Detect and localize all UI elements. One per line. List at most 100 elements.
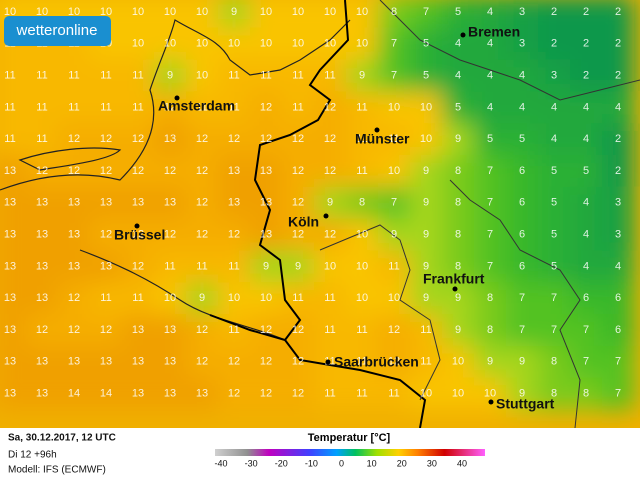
temperature-cell — [378, 314, 410, 346]
temperature-value: 9 — [295, 260, 301, 272]
temperature-cell — [58, 155, 90, 187]
temperature-value: 10 — [420, 388, 432, 400]
temperature-value: 13 — [164, 356, 176, 368]
temperature-value: 12 — [196, 356, 208, 368]
temperature-value: 11 — [260, 70, 271, 82]
temperature-value: 11 — [4, 101, 15, 113]
temperature-value: 13 — [260, 229, 272, 241]
temperature-cell — [26, 91, 58, 124]
temperature-cell — [602, 27, 634, 60]
temperature-cell — [346, 377, 378, 410]
temperature-cell — [538, 155, 570, 187]
coastlines — [0, 19, 351, 341]
temperature-cell — [570, 218, 602, 251]
temperature-cell — [122, 27, 154, 60]
temperature-cell — [378, 123, 410, 156]
temperature-value: 10 — [292, 6, 304, 18]
temperature-value: 8 — [359, 197, 365, 209]
temperature-cell — [570, 59, 602, 92]
temperature-value: 10 — [196, 70, 208, 82]
temperature-cell — [506, 0, 538, 28]
legend-tick-label: -20 — [275, 458, 288, 468]
city-label: Saarbrücken — [334, 354, 419, 370]
temperature-cell — [314, 0, 346, 28]
temperature-value: 12 — [388, 356, 400, 368]
temperature-cell — [26, 218, 58, 251]
temperature-value: 10 — [164, 292, 176, 304]
temperature-cell — [26, 155, 58, 187]
temperature-cell — [282, 282, 314, 315]
temperature-value: 11 — [4, 133, 15, 145]
temperature-cell — [538, 186, 570, 219]
footer-run: Di 12 +96h — [8, 450, 57, 461]
temperature-cell — [250, 27, 282, 60]
temperature-value: 5 — [455, 101, 461, 113]
temperature-cell — [346, 0, 378, 28]
temperature-cell — [58, 377, 90, 410]
temperature-cell — [602, 0, 634, 28]
logo-box — [4, 16, 111, 46]
temperature-cell — [442, 155, 474, 187]
city-dot — [134, 223, 140, 229]
temperature-value: 2 — [551, 38, 557, 50]
temperature-value: 10 — [356, 38, 368, 50]
temperature-value: 4 — [615, 260, 621, 272]
temperature-value: 10 — [132, 6, 144, 18]
temperature-value: 13 — [196, 388, 208, 400]
temperature-cell — [538, 123, 570, 156]
temperature-cell — [186, 314, 218, 346]
temperature-cell — [442, 345, 474, 378]
temperature-value: 3 — [615, 229, 621, 241]
temperature-value: 12 — [100, 324, 112, 336]
temperature-value: 11 — [420, 324, 431, 336]
temperature-cell — [90, 282, 122, 315]
temperature-value: 11 — [324, 324, 335, 336]
temperature-value: 13 — [4, 324, 16, 336]
temperature-value: 13 — [164, 133, 176, 145]
temperature-value: 8 — [455, 197, 461, 209]
temperature-cell — [218, 186, 250, 219]
temperature-value: 10 — [356, 6, 368, 18]
temperature-value: 8 — [487, 292, 493, 304]
temperature-value: 13 — [68, 197, 80, 209]
temperature-value: 10 — [100, 6, 112, 18]
temperature-cell — [602, 155, 634, 187]
temperature-value: 10 — [420, 133, 432, 145]
temperature-cell — [154, 91, 186, 124]
temperature-cell — [90, 377, 122, 410]
temperature-value: 9 — [423, 260, 429, 272]
city-label: Bremen — [468, 24, 520, 40]
temperature-value: 11 — [228, 324, 239, 336]
temperature-value: 12 — [68, 133, 80, 145]
temperature-value: 11 — [292, 292, 303, 304]
temperature-value: 12 — [292, 388, 304, 400]
temperature-value: 12 — [68, 165, 80, 177]
temperature-value: 2 — [615, 38, 621, 50]
temperature-cell — [122, 155, 154, 187]
temperature-cell — [410, 345, 442, 378]
temperature-value: 12 — [292, 197, 304, 209]
temperature-value: 5 — [551, 260, 557, 272]
temperature-cell — [250, 59, 282, 92]
temperature-value: 12 — [164, 229, 176, 241]
temperature-value: 6 — [615, 292, 621, 304]
temperature-value: 12 — [132, 229, 144, 241]
temperature-value: 11 — [292, 101, 303, 113]
temperature-value: 12 — [228, 388, 240, 400]
temperature-value: 13 — [36, 356, 48, 368]
temperature-value: 5 — [423, 38, 429, 50]
temperature-cell — [122, 314, 154, 346]
temperature-cell — [90, 91, 122, 124]
temperature-cell — [186, 27, 218, 60]
temperature-cell — [346, 27, 378, 60]
temperature-cell — [314, 27, 346, 60]
temperature-cell — [474, 218, 506, 251]
temperature-value: 10 — [324, 6, 336, 18]
temperature-value: 8 — [455, 260, 461, 272]
temperature-value: 11 — [36, 101, 47, 113]
temperature-value: 12 — [132, 133, 144, 145]
temperature-value: 7 — [583, 356, 589, 368]
temperature-cell — [58, 218, 90, 251]
temperature-value: 7 — [391, 70, 397, 82]
temperature-value: 7 — [615, 388, 621, 400]
